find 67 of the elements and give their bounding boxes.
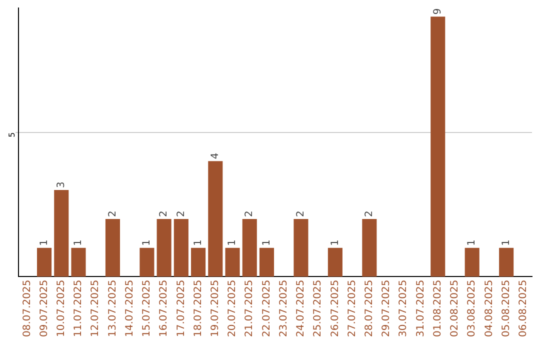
x-tick-label: 21.07.2025 <box>244 280 256 338</box>
data-label: 2 <box>176 210 187 217</box>
x-tick-label: 11.07.2025 <box>73 280 84 338</box>
bar <box>225 248 240 277</box>
x-tick-label: 10.07.2025 <box>56 280 67 338</box>
data-label: 1 <box>192 239 204 246</box>
x-tick-label: 28.07.2025 <box>364 280 376 338</box>
bar <box>464 248 480 277</box>
data-label: 4 <box>210 152 221 160</box>
data-label: 2 <box>107 210 118 217</box>
x-tick-label: 23.07.2025 <box>278 280 290 338</box>
bar <box>362 218 377 277</box>
x-tick-label: 05.08.2025 <box>500 280 512 338</box>
data-label: 2 <box>158 210 170 217</box>
data-label: 2 <box>296 210 307 217</box>
data-label: 1 <box>261 239 272 246</box>
x-tick-label: 19.07.2025 <box>210 280 221 338</box>
x-tick-label: 03.08.2025 <box>466 280 478 338</box>
x-tick-label: 29.07.2025 <box>381 280 392 338</box>
bar <box>156 218 172 277</box>
bar <box>71 248 86 277</box>
bar <box>36 248 52 277</box>
x-tick-label: 13.07.2025 <box>107 280 118 338</box>
y-tick-label: 5 <box>8 132 17 138</box>
bar <box>208 161 223 277</box>
data-label: 9 <box>432 8 444 15</box>
bar <box>54 190 69 277</box>
x-tick-label: 15.07.2025 <box>142 280 153 338</box>
data-label: 1 <box>38 239 50 246</box>
data-label: 1 <box>466 239 478 246</box>
x-tick-label: 01.08.2025 <box>432 280 444 338</box>
x-tick-label: 20.07.2025 <box>227 280 238 338</box>
data-label: 2 <box>244 210 256 217</box>
x-tick-label: 25.07.2025 <box>312 280 324 338</box>
data-label: 1 <box>73 239 84 246</box>
bar <box>328 248 342 277</box>
data-label: 2 <box>364 210 376 217</box>
bar <box>499 248 514 277</box>
bar <box>174 218 188 277</box>
x-tick-label: 26.07.2025 <box>330 280 341 338</box>
x-tick-label: 17.07.2025 <box>176 280 187 338</box>
x-tick-label: 06.08.2025 <box>518 280 530 338</box>
x-tick-label: 27.07.2025 <box>346 280 358 338</box>
x-tick-label: 12.07.2025 <box>90 280 102 338</box>
bar <box>430 16 446 277</box>
bar <box>294 218 308 277</box>
bar <box>259 248 274 277</box>
x-tick-label: 31.07.2025 <box>415 280 426 338</box>
bar <box>140 248 154 277</box>
x-tick-label: 04.08.2025 <box>484 280 495 338</box>
x-tick-label: 02.08.2025 <box>450 280 461 338</box>
data-label: 1 <box>227 239 238 246</box>
x-tick-label: 24.07.2025 <box>296 280 307 338</box>
data-label: 1 <box>330 239 341 246</box>
x-tick-label: 16.07.2025 <box>158 280 170 338</box>
x-tick-label: 08.07.2025 <box>22 280 33 338</box>
x-tick-label: 18.07.2025 <box>192 280 204 338</box>
bar <box>105 218 120 277</box>
bar <box>242 218 257 277</box>
x-tick-label: 09.07.2025 <box>38 280 50 338</box>
data-label: 3 <box>56 182 67 188</box>
bar <box>191 248 206 277</box>
data-label: 1 <box>142 239 153 246</box>
x-tick-label: 30.07.2025 <box>398 280 410 338</box>
x-tick-label: 22.07.2025 <box>261 280 272 338</box>
data-label: 1 <box>500 239 512 246</box>
x-tick-label: 14.07.2025 <box>124 280 136 338</box>
